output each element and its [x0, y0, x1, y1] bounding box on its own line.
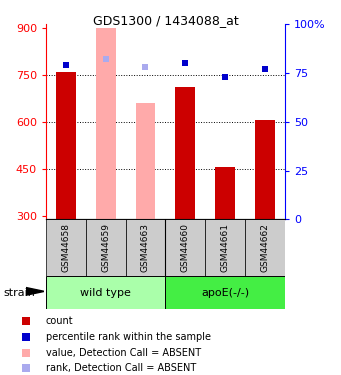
Text: wild type: wild type — [80, 288, 131, 297]
Bar — [125, 219, 165, 276]
Text: count: count — [46, 316, 73, 326]
Bar — [255, 120, 275, 219]
Bar — [86, 219, 125, 276]
Bar — [245, 219, 285, 276]
Bar — [205, 219, 245, 276]
Text: GSM44662: GSM44662 — [260, 223, 269, 272]
Bar — [215, 168, 235, 219]
Text: GDS1300 / 1434088_at: GDS1300 / 1434088_at — [92, 14, 238, 27]
Text: rank, Detection Call = ABSENT: rank, Detection Call = ABSENT — [46, 363, 196, 374]
Text: apoE(-/-): apoE(-/-) — [201, 288, 249, 297]
Text: GSM44663: GSM44663 — [141, 223, 150, 272]
Bar — [46, 219, 86, 276]
Text: GSM44660: GSM44660 — [181, 223, 190, 272]
Text: GSM44659: GSM44659 — [101, 223, 110, 272]
Bar — [136, 103, 155, 219]
Text: value, Detection Call = ABSENT: value, Detection Call = ABSENT — [46, 348, 201, 358]
Bar — [96, 27, 116, 219]
Text: percentile rank within the sample: percentile rank within the sample — [46, 332, 211, 342]
Text: GSM44661: GSM44661 — [221, 223, 229, 272]
Text: strain: strain — [3, 288, 35, 297]
Text: GSM44658: GSM44658 — [61, 223, 71, 272]
Bar — [165, 219, 205, 276]
Polygon shape — [26, 287, 44, 296]
Bar — [175, 87, 195, 219]
Bar — [56, 72, 76, 219]
Bar — [46, 276, 165, 309]
Bar — [165, 276, 285, 309]
